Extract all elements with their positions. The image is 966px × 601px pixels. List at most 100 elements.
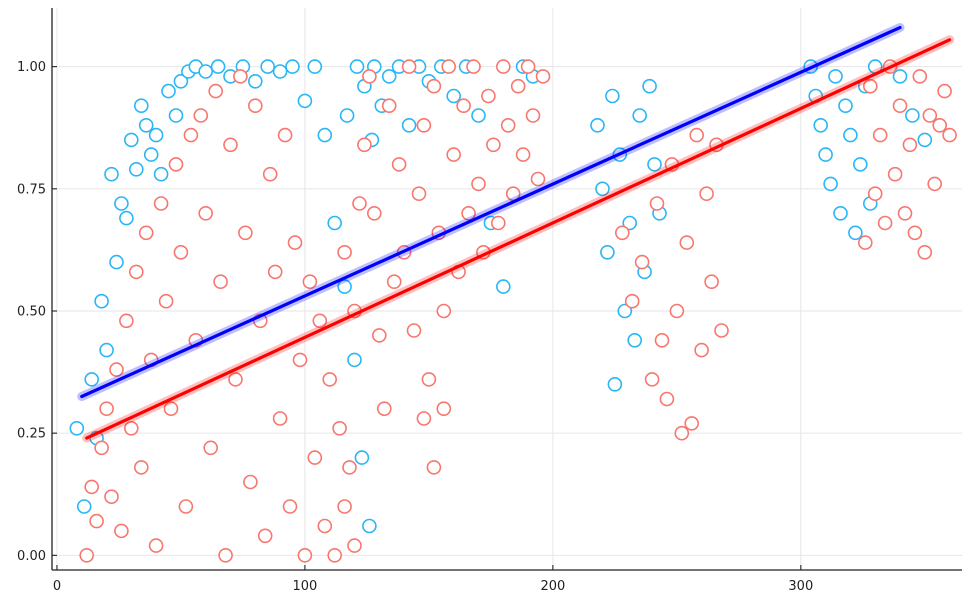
x-tick-label-3: 300 (788, 579, 813, 594)
axes (51, 8, 962, 571)
series-0-point-64 (622, 215, 638, 231)
series-0-point-14 (143, 147, 159, 162)
y-tick-label-2: 0.50 (17, 304, 46, 319)
series-1-point-84 (486, 137, 501, 153)
series-0-point-12 (134, 98, 149, 113)
series-1-point-117 (862, 78, 878, 94)
series-0-point-22 (198, 64, 213, 79)
series-1-point-68 (406, 323, 422, 338)
series-1-point-20 (178, 499, 194, 514)
series-0-point-18 (168, 108, 184, 123)
series-1-point-2 (89, 513, 104, 529)
series-1-point-108 (679, 235, 695, 250)
series-1-point-126 (907, 225, 923, 241)
series-1-point-15 (153, 196, 169, 211)
series-0-point-16 (153, 166, 169, 182)
series-1-point-62 (376, 401, 392, 417)
series-1-point-67 (401, 59, 417, 74)
series-1-point-32 (238, 225, 253, 241)
series-1-point-122 (887, 166, 903, 182)
series-0-point-19 (173, 74, 189, 89)
series-0-point-13 (138, 118, 154, 133)
series-0-point-78 (838, 98, 853, 113)
series-1-point-4 (99, 401, 114, 417)
series-1-point-128 (917, 245, 933, 260)
series-1-point-83 (481, 88, 496, 104)
series-1-point-41 (282, 499, 298, 514)
series-1-point-45 (302, 274, 318, 290)
series-0-point-39 (349, 59, 365, 74)
series-1-point-34 (248, 98, 263, 113)
series-0-point-10 (124, 132, 139, 148)
series-1-point-86 (495, 59, 511, 74)
series-0-point-35 (347, 352, 362, 368)
y-tick-label-3: 0.75 (17, 182, 46, 197)
series-1-point-30 (228, 372, 243, 387)
series-1-point-10 (129, 264, 144, 280)
series-0-point-8 (114, 196, 129, 211)
series-1-point-120 (877, 215, 893, 231)
series-0-point-27 (260, 59, 276, 74)
series-1-point-123 (892, 98, 908, 113)
series-0-point-63 (617, 303, 633, 319)
series-0-point-73 (813, 118, 829, 133)
series-1-point-125 (902, 137, 918, 153)
series-1-point-26 (208, 83, 223, 99)
series-1-point-42 (287, 235, 303, 250)
series-0-point-46 (401, 118, 417, 133)
series-1-point-85 (490, 215, 506, 231)
series-1-point-60 (366, 206, 382, 221)
series-0-point-81 (852, 157, 868, 172)
series-0-point-76 (828, 69, 843, 84)
series-0-point-26 (248, 74, 263, 89)
series-1-point-17 (163, 401, 179, 417)
series-1-point-36 (257, 528, 273, 544)
series-0-point-11 (129, 162, 144, 177)
series-1-point-116 (857, 235, 873, 250)
series-1-point-130 (927, 176, 943, 192)
series-1-point-113 (704, 274, 719, 290)
series-1-point-61 (371, 328, 387, 343)
series-1-point-109 (684, 416, 700, 431)
series-1-point-81 (471, 176, 486, 192)
series-1-point-31 (233, 69, 248, 84)
series-1-point-80 (466, 59, 481, 74)
series-1-point-54 (347, 538, 362, 553)
series-1-point-11 (134, 460, 149, 475)
series-1-point-5 (104, 489, 119, 505)
series-1-point-96 (426, 460, 442, 475)
series-1-point-70 (416, 118, 432, 133)
series-1-point-65 (391, 157, 407, 172)
series-0-point-2 (84, 372, 99, 387)
series-0-point-17 (161, 83, 176, 99)
series-0-point-1 (76, 499, 92, 514)
y-tick-label-4: 1.00 (17, 60, 46, 75)
series-1-point-106 (669, 303, 685, 319)
series-1-point-129 (922, 108, 938, 123)
series-1-point-111 (694, 342, 709, 358)
series-1-point-12 (138, 225, 154, 241)
fit-line-0 (80, 25, 902, 399)
series-0-point-4 (94, 293, 109, 309)
series-1-point-44 (297, 547, 313, 563)
series-0-point-50 (446, 88, 462, 104)
series-1-point-91 (520, 59, 536, 74)
series-1-point-29 (223, 137, 238, 153)
series-0-point-86 (905, 108, 920, 123)
x-tick-label-1: 100 (293, 579, 318, 594)
series-1-point-7 (114, 523, 129, 539)
y-tick-label-0: 0.00 (17, 549, 46, 564)
series-1-point-21 (183, 127, 199, 143)
series-1-point-1 (84, 479, 99, 495)
series-1-point-3 (94, 440, 109, 456)
series-0-point-15 (148, 127, 164, 143)
series-1-point-110 (689, 127, 705, 143)
series-1-point-6 (109, 362, 124, 377)
series-0-point-36 (354, 450, 370, 465)
x-tick-label-2: 200 (540, 579, 565, 594)
series-0-point-44 (381, 69, 397, 84)
series-0-point-68 (642, 78, 657, 94)
series-1-point-23 (193, 108, 209, 123)
regression-lines (77, 23, 955, 443)
